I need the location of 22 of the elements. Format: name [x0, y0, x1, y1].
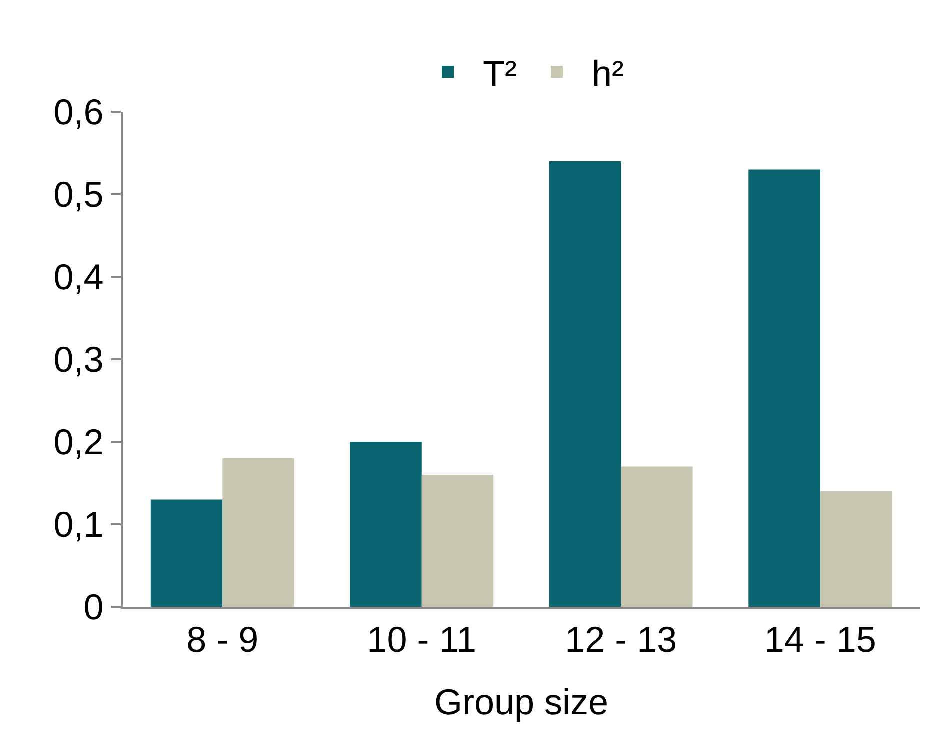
y-tick-label: 0 [84, 586, 104, 628]
bar [222, 458, 294, 607]
y-tick-label: 0,3 [54, 339, 104, 380]
y-tick-label: 0,6 [54, 92, 104, 133]
y-tick-label: 0,4 [54, 256, 104, 298]
x-tick-label: 8 - 9 [186, 619, 259, 660]
x-tick-label: 14 - 15 [764, 619, 876, 660]
x-axis-title: Group size [434, 681, 609, 722]
bar [621, 466, 693, 607]
bar [422, 475, 494, 607]
legend-label: h² [592, 53, 624, 94]
bar [748, 170, 820, 607]
x-tick-label: 10 - 11 [367, 619, 477, 660]
bar [150, 500, 223, 607]
x-tick-label: 12 - 13 [565, 619, 678, 660]
y-tick-label: 0,5 [54, 174, 104, 216]
legend-label: T² [483, 53, 517, 94]
bar [549, 162, 622, 607]
bar [820, 492, 892, 607]
y-tick-label: 0,2 [54, 422, 104, 463]
bar [350, 442, 422, 607]
y-tick-label: 0,1 [54, 504, 104, 546]
